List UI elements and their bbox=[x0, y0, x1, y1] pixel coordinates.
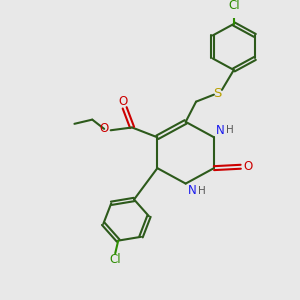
Text: N: N bbox=[188, 184, 197, 197]
Text: H: H bbox=[198, 186, 206, 196]
Text: O: O bbox=[100, 122, 109, 134]
Text: Cl: Cl bbox=[228, 0, 240, 12]
Text: N: N bbox=[216, 124, 225, 137]
Text: O: O bbox=[244, 160, 253, 173]
Text: O: O bbox=[118, 95, 128, 108]
Text: Cl: Cl bbox=[110, 253, 121, 266]
Text: S: S bbox=[213, 87, 222, 100]
Text: H: H bbox=[226, 125, 234, 135]
